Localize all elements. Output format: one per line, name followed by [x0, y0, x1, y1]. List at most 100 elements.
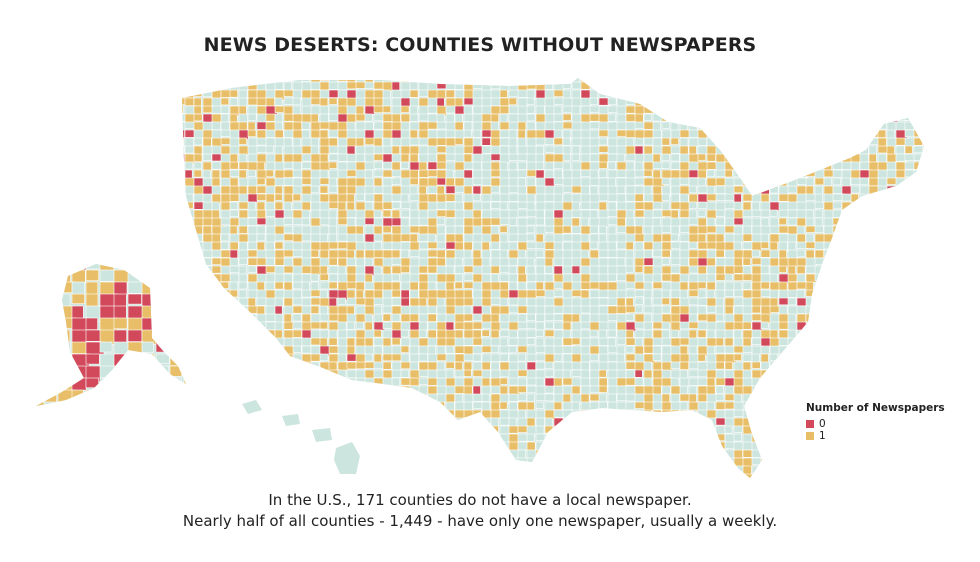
county-cell — [562, 137, 571, 146]
county-cell — [760, 241, 769, 249]
county-cell — [445, 465, 455, 476]
county-cell — [427, 313, 437, 322]
county-cell — [895, 257, 906, 265]
county-cell — [182, 393, 186, 405]
county-cell — [373, 401, 386, 412]
county-cell — [292, 401, 304, 413]
county-cell — [607, 137, 619, 148]
county-cell — [337, 353, 347, 363]
county-cell — [265, 385, 278, 396]
county-cell — [823, 329, 833, 338]
county-cell — [310, 233, 321, 243]
county-cell — [688, 97, 698, 108]
county-cell — [868, 145, 877, 155]
county-cell — [796, 113, 809, 122]
county-cell — [427, 409, 439, 420]
county-cell — [823, 193, 835, 204]
county-cell — [797, 482, 806, 489]
county-cell — [679, 105, 691, 116]
county-cell — [544, 145, 556, 153]
county-cell — [373, 153, 384, 161]
county-cell — [841, 385, 850, 395]
county-cell — [868, 305, 878, 317]
county-cell — [832, 225, 842, 233]
county-cell — [481, 345, 493, 353]
county-cell — [355, 137, 365, 148]
county-cell — [778, 137, 789, 148]
county-cell — [463, 153, 473, 163]
county-cell — [364, 441, 376, 453]
county-cell — [697, 81, 706, 92]
county-cell — [182, 209, 184, 219]
county-cell — [409, 409, 421, 421]
county-cell — [382, 465, 392, 475]
county-cell — [715, 337, 724, 347]
county-cell — [769, 409, 780, 420]
county-cell — [932, 202, 942, 209]
county-cell — [662, 482, 673, 490]
county-cell — [99, 389, 113, 401]
county-cell — [823, 78, 835, 85]
county-cell — [787, 321, 798, 332]
county-cell — [328, 465, 339, 475]
county-cell — [373, 105, 385, 113]
county-cell — [43, 317, 58, 333]
county-cell — [886, 441, 897, 450]
county-cell — [625, 161, 635, 172]
county-cell — [400, 465, 411, 474]
county-cell — [211, 185, 221, 195]
county-cell — [887, 482, 895, 489]
county-cell — [337, 401, 348, 410]
county-cell — [661, 145, 672, 155]
county-cell — [283, 329, 294, 339]
county-cell — [706, 345, 715, 355]
county-cell — [535, 305, 546, 315]
county-cell — [913, 137, 923, 146]
county-cell — [661, 97, 672, 109]
county-cell — [859, 209, 871, 218]
county-cell — [535, 281, 544, 290]
county-cell — [670, 313, 681, 323]
county-cell — [409, 377, 421, 386]
county-cell — [409, 177, 419, 185]
county-cell — [169, 317, 186, 329]
county-cell — [697, 449, 710, 457]
county-cell — [661, 161, 671, 169]
county-cell — [634, 201, 646, 210]
county-cell — [859, 257, 868, 268]
county-cell — [274, 313, 284, 323]
county-cell — [796, 369, 805, 381]
county-cell — [715, 78, 726, 82]
county-cell — [760, 78, 770, 84]
county-cell — [544, 297, 555, 307]
county-cell — [220, 473, 230, 478]
county-cell — [724, 89, 733, 101]
county-cell — [337, 385, 348, 394]
county-cell — [229, 353, 240, 364]
county-cell — [760, 217, 770, 227]
county-cell — [706, 169, 715, 178]
county-cell — [445, 433, 457, 444]
county-cell — [517, 473, 527, 478]
county-cell — [886, 281, 897, 291]
county-cell — [220, 337, 231, 348]
county-cell — [553, 289, 564, 297]
county-cell — [634, 225, 643, 235]
county-cell — [256, 337, 268, 345]
county-cell — [409, 473, 418, 478]
county-cell — [391, 433, 401, 444]
county-cell — [454, 417, 467, 428]
county-cell — [182, 153, 185, 163]
county-cell — [301, 401, 312, 411]
county-cell — [589, 129, 600, 139]
county-cell — [805, 105, 816, 114]
county-cell — [182, 169, 185, 178]
county-cell — [310, 409, 321, 419]
county-cell — [400, 241, 412, 251]
county-cell — [71, 293, 85, 304]
county-cell — [490, 113, 499, 123]
county-cell — [526, 361, 536, 371]
county-cell — [886, 361, 898, 372]
county-cell — [238, 321, 249, 332]
county-cell — [310, 193, 321, 204]
